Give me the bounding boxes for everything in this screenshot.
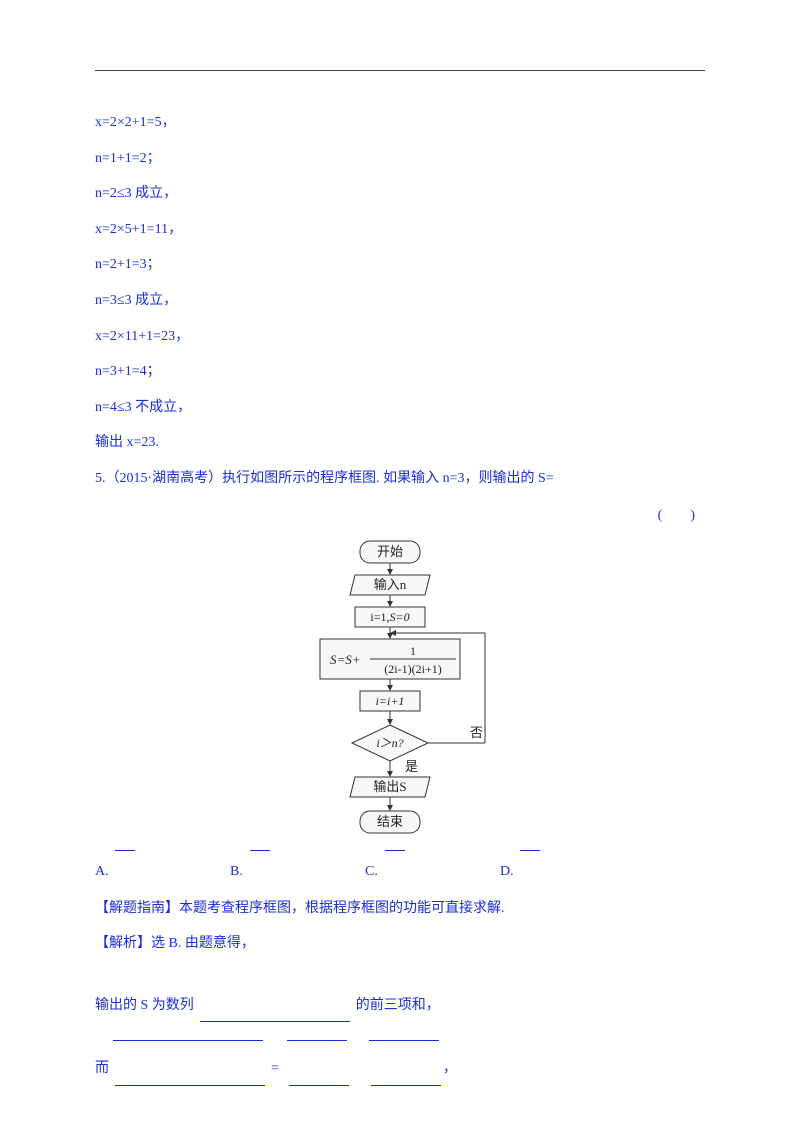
flow-cond: i＞n? <box>376 736 403 750</box>
flow-incr: i=i+1 <box>376 694 405 708</box>
step-line: 输出 x=23. <box>95 426 705 460</box>
step-line: n=3≤3 成立， <box>95 284 705 318</box>
flow-init: i=1,S=0 <box>370 610 409 624</box>
flow-assign-den: (2i-1)(2i+1) <box>384 662 441 676</box>
sequence-line: 输出的 S 为数列 的前三项和， <box>95 989 705 1023</box>
flow-yes: 是 <box>405 759 418 774</box>
flow-no: 否 <box>470 725 483 740</box>
step-line: n=2≤3 成立， <box>95 177 705 211</box>
step-line: n=1+1=2； <box>95 142 705 176</box>
step-line: n=2+1=3； <box>95 248 705 282</box>
answer-options: A. B. C. D. <box>95 864 705 880</box>
step-line: x=2×2+1=5， <box>95 106 705 140</box>
flow-input: 输入n <box>374 577 407 592</box>
flow-start: 开始 <box>377 544 403 559</box>
option-b: B. <box>230 864 300 880</box>
option-a: A. <box>95 864 165 880</box>
option-d: D. <box>500 864 570 880</box>
equation-line: 而 = ， <box>95 1052 705 1086</box>
step-line: x=2×5+1=11， <box>95 213 705 247</box>
option-c: C. <box>365 864 435 880</box>
flowchart-diagram: 开始 输入n i=1,S=0 S=S+ 1 <box>95 539 705 839</box>
step-line: n=3+1=4； <box>95 355 705 389</box>
page-top-rule <box>95 70 705 71</box>
step-line: n=4≤3 不成立， <box>95 391 705 425</box>
hint-text: 【解题指南】本题考查程序框图，根据程序框图的功能可直接求解. <box>95 892 705 926</box>
flow-assign-prefix: S=S+ <box>330 652 361 667</box>
flow-output: 输出S <box>373 779 406 794</box>
step-line: x=2×11+1=23， <box>95 320 705 354</box>
analysis-text: 【解析】选 B. 由题意得， <box>95 927 705 961</box>
question-text: 5.（2015·湖南高考）执行如图所示的程序框图. 如果输入 n=3，则输出的 … <box>95 462 705 496</box>
flow-end: 结束 <box>377 814 403 829</box>
flow-assign-num: 1 <box>410 644 416 658</box>
answer-paren: ( ) <box>95 504 705 524</box>
